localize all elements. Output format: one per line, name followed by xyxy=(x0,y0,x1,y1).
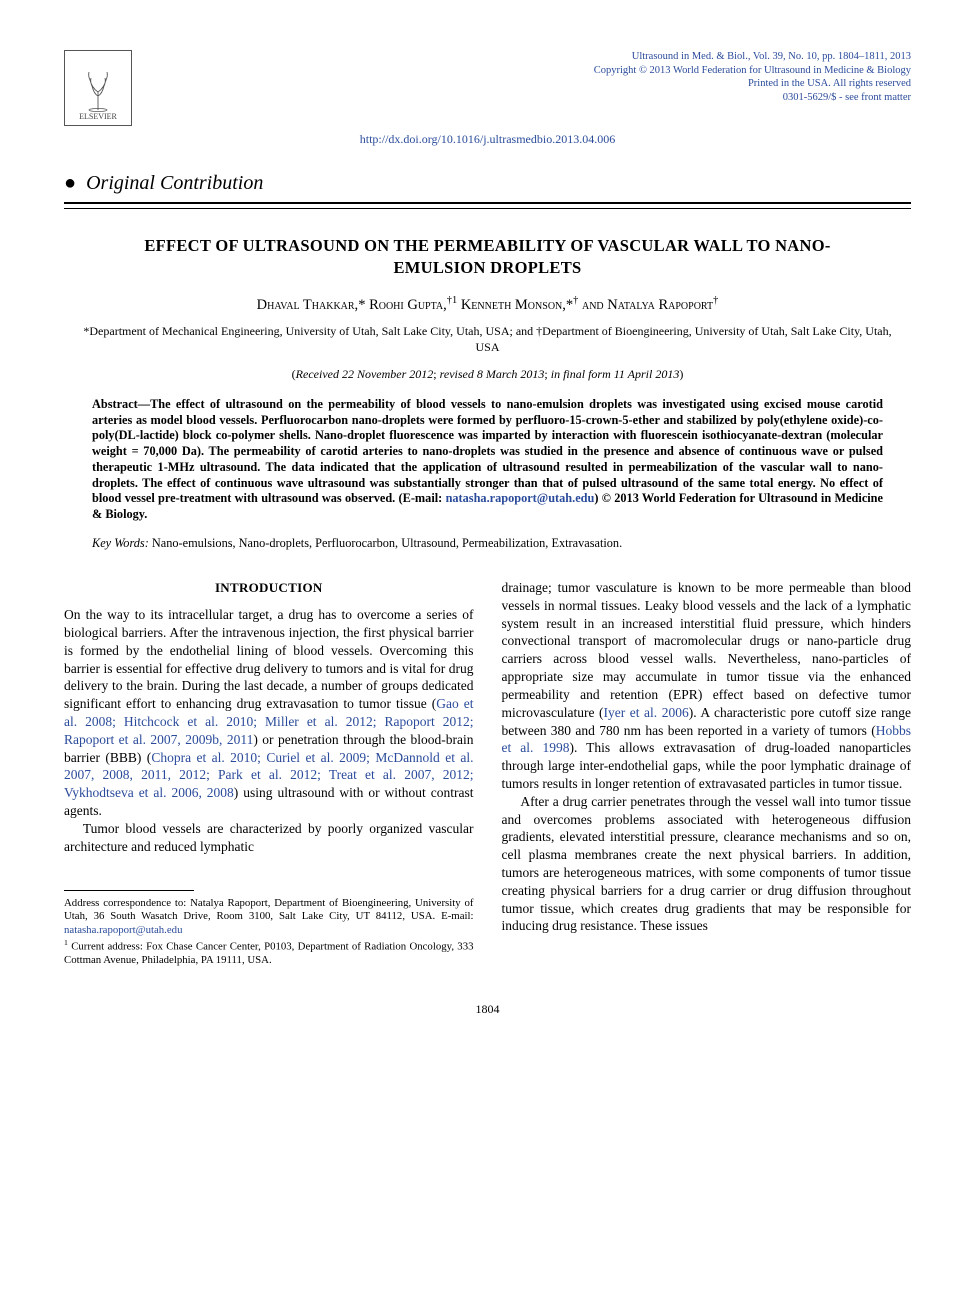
bullet-icon: ● xyxy=(64,170,76,196)
date-revised: revised 8 March 2013 xyxy=(440,367,545,381)
doi-link[interactable]: http://dx.doi.org/10.1016/j.ultrasmedbio… xyxy=(64,132,911,148)
horizontal-rule xyxy=(64,208,911,209)
journal-line: Ultrasound in Med. & Biol., Vol. 39, No.… xyxy=(594,50,911,64)
affiliations: *Department of Mechanical Engineering, U… xyxy=(80,323,895,355)
text-run: Address correspondence to: Natalya Rapop… xyxy=(64,897,474,923)
abstract: Abstract—The effect of ultrasound on the… xyxy=(92,397,883,523)
header-row: ELSEVIER Ultrasound in Med. & Biol., Vol… xyxy=(64,50,911,126)
journal-line: 0301-5629/$ - see front matter xyxy=(594,91,911,105)
publisher-logo: ELSEVIER xyxy=(64,50,132,126)
page-number: 1804 xyxy=(64,1002,911,1018)
footnote-rule xyxy=(64,890,194,891)
author: Kenneth Monson, xyxy=(461,297,566,313)
paragraph: Tumor blood vessels are characterized by… xyxy=(64,820,474,856)
tree-icon xyxy=(78,68,118,112)
column-right: drainage; tumor vasculature is known to … xyxy=(502,579,912,968)
citation-link[interactable]: Iyer et al. 2006 xyxy=(604,705,689,720)
author: Natalya Rapoport xyxy=(607,297,713,313)
abstract-email-link[interactable]: natasha.rapoport@utah.edu xyxy=(446,491,595,505)
abstract-body: The effect of ultrasound on the permeabi… xyxy=(92,397,883,505)
publisher-logo-label: ELSEVIER xyxy=(79,112,117,123)
author: Dhaval Thakkar, xyxy=(257,297,359,313)
correspondence-footnote: Address correspondence to: Natalya Rapop… xyxy=(64,897,474,938)
journal-line: Printed in the USA. All rights reserved xyxy=(594,77,911,91)
journal-line: Copyright © 2013 World Federation for Ul… xyxy=(594,64,911,78)
paragraph: On the way to its intracellular target, … xyxy=(64,606,474,820)
article-title: EFFECT OF ULTRASOUND ON THE PERMEABILITY… xyxy=(104,235,871,280)
body-columns: INTRODUCTION On the way to its intracell… xyxy=(64,579,911,968)
author: Roohi Gupta, xyxy=(369,297,447,313)
contribution-row: ● Original Contribution xyxy=(64,170,911,204)
paragraph: After a drug carrier penetrates through … xyxy=(502,793,912,936)
column-left: INTRODUCTION On the way to its intracell… xyxy=(64,579,474,968)
current-address-footnote: 1 Current address: Fox Chase Cancer Cent… xyxy=(64,938,474,968)
paragraph: drainage; tumor vasculature is known to … xyxy=(502,579,912,793)
doi-text: http://dx.doi.org/10.1016/j.ultrasmedbio… xyxy=(360,132,615,146)
keywords-label: Key Words: xyxy=(92,536,149,550)
text-run: drainage; tumor vasculature is known to … xyxy=(502,580,912,720)
footnote-email-link[interactable]: natasha.rapoport@utah.edu xyxy=(64,924,182,936)
text-run: Current address: Fox Chase Cancer Center… xyxy=(64,941,474,967)
contribution-label: Original Contribution xyxy=(86,170,263,196)
date-received: Received 22 November 2012 xyxy=(296,367,434,381)
keywords-list: Nano-emulsions, Nano-droplets, Perfluoro… xyxy=(152,536,622,550)
date-final: in final form 11 April 2013 xyxy=(551,367,680,381)
abstract-lead: Abstract— xyxy=(92,397,150,411)
keywords: Key Words: Nano-emulsions, Nano-droplets… xyxy=(92,535,883,551)
authors: Dhaval Thakkar,* Roohi Gupta,†1 Kenneth … xyxy=(64,294,911,315)
text-run: On the way to its intracellular target, … xyxy=(64,607,474,711)
article-dates: (Received 22 November 2012; revised 8 Ma… xyxy=(64,367,911,383)
journal-info: Ultrasound in Med. & Biol., Vol. 39, No.… xyxy=(594,50,911,105)
section-heading: INTRODUCTION xyxy=(64,579,474,596)
